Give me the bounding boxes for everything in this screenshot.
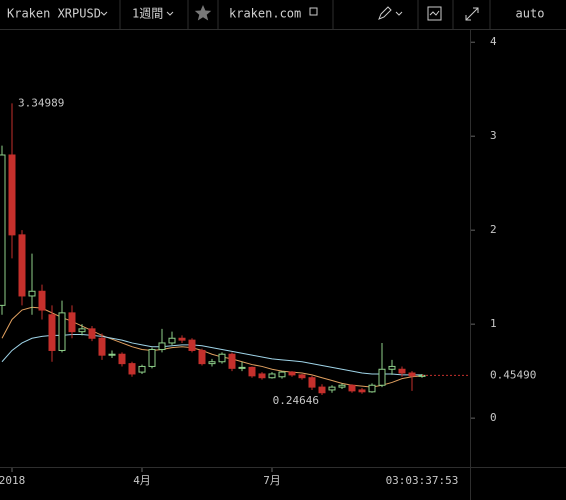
candle-body <box>408 372 416 377</box>
candle-body <box>288 371 296 376</box>
y-tick-label: 4 <box>490 35 497 48</box>
chart-icon-line <box>429 10 440 16</box>
candle-body <box>148 349 156 367</box>
candle-body <box>58 312 66 351</box>
candle-body <box>0 154 6 306</box>
candle-body <box>248 366 256 377</box>
candle-body <box>348 384 356 392</box>
candle-body <box>188 339 196 351</box>
interval[interactable]: 1週間 <box>132 7 163 21</box>
site[interactable]: kraken.com <box>229 7 301 21</box>
x-tick-label: 2018 <box>0 474 25 487</box>
countdown: 03:03:37:53 <box>386 474 459 487</box>
candle-body <box>338 384 346 388</box>
candle-body <box>108 353 116 356</box>
candle-body <box>28 290 36 297</box>
pencil-icon[interactable] <box>378 6 392 20</box>
candle-body <box>138 365 146 373</box>
candle-body <box>218 353 226 363</box>
candle-body <box>238 366 246 369</box>
candle-body <box>298 374 306 379</box>
candle-body <box>18 234 26 297</box>
candle-body <box>98 337 106 356</box>
star-icon[interactable] <box>194 5 212 21</box>
candle-body <box>8 154 16 236</box>
y-tick-label: 1 <box>490 317 497 330</box>
candle-body <box>398 368 406 374</box>
candle-body <box>388 365 396 370</box>
copy-icon[interactable] <box>309 7 318 16</box>
candle-body <box>158 342 166 351</box>
candle-body <box>318 386 326 394</box>
scale-mode[interactable]: auto <box>516 7 545 21</box>
y-tick-label: 3 <box>490 129 497 142</box>
x-tick-label: 7月 <box>263 474 281 487</box>
candle-body <box>278 371 286 378</box>
candle-body <box>48 314 56 351</box>
chart-icon[interactable] <box>427 6 442 21</box>
high-label: 3.34989 <box>18 96 64 109</box>
candle-body <box>328 386 336 391</box>
fullscreen-icon[interactable] <box>465 7 479 21</box>
candle-body <box>168 337 176 344</box>
y-tick-label: 0 <box>490 411 497 424</box>
candle-body <box>178 337 186 341</box>
candle-body <box>358 389 366 393</box>
candle-body <box>368 384 376 393</box>
candle-body <box>128 363 136 375</box>
dropdown-icon <box>100 11 108 16</box>
candle-body <box>378 368 386 386</box>
symbol[interactable]: Kraken XRPUSD <box>7 7 101 21</box>
candle-body <box>198 349 206 365</box>
low-label: 0.24646 <box>273 394 319 407</box>
candle-body <box>78 328 86 333</box>
candle-body <box>228 353 236 369</box>
dropdown-icon <box>166 11 174 16</box>
candle-body <box>38 290 46 311</box>
candle-body <box>88 328 96 339</box>
candle-body <box>268 373 276 379</box>
candle-body <box>68 312 76 333</box>
x-tick-label: 4月 <box>133 474 151 487</box>
dropdown-icon <box>395 11 403 16</box>
candle-body <box>208 361 216 365</box>
last-price-label: 0.45490 <box>490 368 536 381</box>
candle-body <box>118 353 126 365</box>
y-tick-label: 2 <box>490 223 497 236</box>
candle-body <box>258 373 266 379</box>
candle-body <box>308 377 316 388</box>
toolbar: Kraken XRPUSD 1週間 kraken.com auto <box>0 0 566 30</box>
